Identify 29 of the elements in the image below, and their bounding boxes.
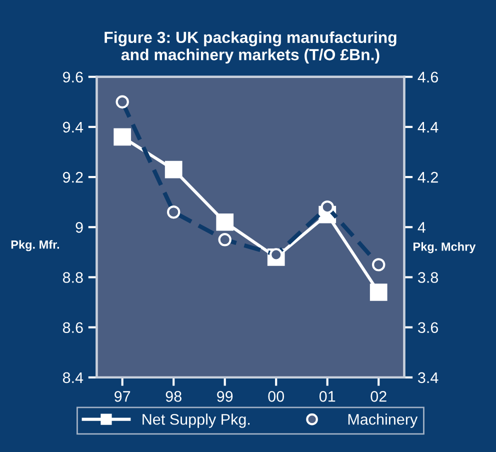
y2-tick-label: 3.8 bbox=[418, 272, 438, 283]
x-tick-label: 97 bbox=[114, 391, 130, 402]
y2-tick-label: 3.4 bbox=[418, 372, 438, 384]
x-tick-label: 00 bbox=[268, 391, 284, 402]
y2-tick-label: 4.4 bbox=[418, 122, 438, 132]
point bbox=[164, 160, 182, 178]
legend-label: Net Supply Pkg. bbox=[142, 414, 250, 428]
y2-axis-title: Pkg. Mchry bbox=[414, 242, 476, 254]
y2-tick-label: 4.2 bbox=[418, 172, 438, 183]
x-tick-label: 01 bbox=[319, 391, 336, 402]
y-axis-title: Pkg. Mfr. bbox=[11, 240, 60, 252]
point bbox=[114, 128, 132, 146]
point bbox=[370, 284, 388, 301]
y2-tick-label: 4.6 bbox=[418, 72, 438, 83]
y2-tick-label: 4 bbox=[418, 222, 426, 233]
legend-label: Machinery bbox=[348, 414, 418, 428]
y-tick-label: 8.6 bbox=[62, 322, 83, 334]
y-tick-label: 9.2 bbox=[63, 172, 83, 183]
x-tick-label: 99 bbox=[217, 391, 233, 402]
y-tick-label: 9 bbox=[76, 222, 83, 233]
x-tick-label: 02 bbox=[370, 391, 386, 402]
y-tick-label: 8.8 bbox=[62, 272, 83, 283]
y-tick-label: 9.4 bbox=[63, 122, 84, 133]
point bbox=[216, 213, 234, 231]
y-tick-label: 9.6 bbox=[63, 72, 83, 83]
y2-tick-label: 3.6 bbox=[418, 322, 438, 334]
y-tick-label: 8.4 bbox=[62, 372, 84, 384]
x-tick-label: 98 bbox=[166, 391, 182, 402]
chart-title: Figure 3: UK packaging manufacturing and machinery markets (T/O £Bn.) bbox=[104, 31, 396, 64]
